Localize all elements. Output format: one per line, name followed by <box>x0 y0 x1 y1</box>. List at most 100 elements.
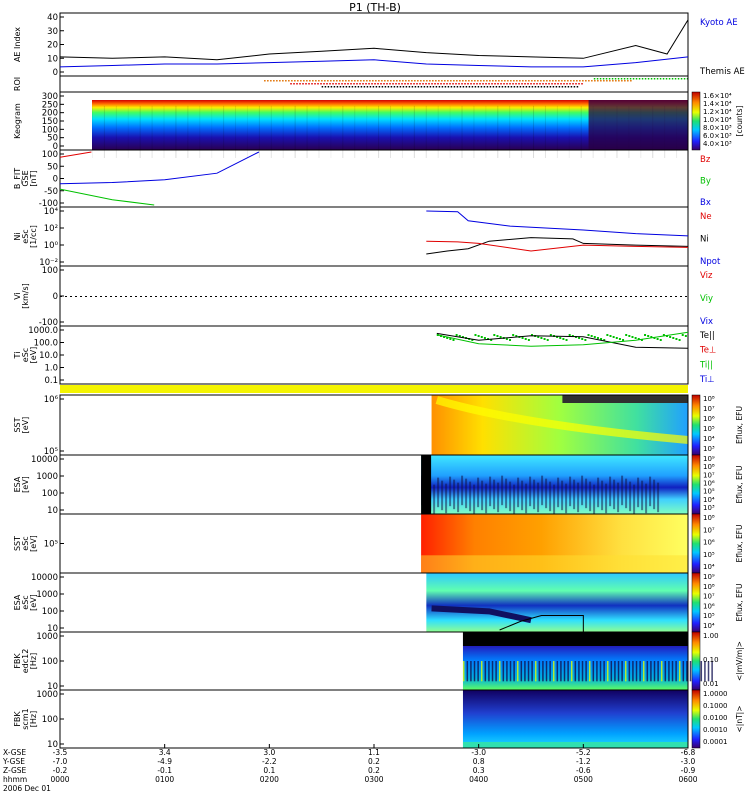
esa1-noise <box>617 482 620 513</box>
y-axis-label: ESA[eV] <box>13 476 30 493</box>
roi-dot <box>405 80 407 82</box>
roi-dot <box>426 86 429 88</box>
vi-zero-dot <box>280 296 282 297</box>
vi-zero-dot <box>415 296 417 297</box>
y-tick-label: -100 <box>39 318 58 328</box>
roi-dot <box>605 78 608 80</box>
y-tick-label: 0 <box>53 175 58 185</box>
vi-zero-dot <box>385 296 387 297</box>
vi-zero-dot <box>435 296 437 297</box>
roi-dot <box>510 80 512 82</box>
vi-zero-dot <box>465 296 467 297</box>
roi-dot <box>384 80 386 82</box>
y-tick-label: 20 <box>47 41 58 51</box>
ti-green-noise <box>493 334 496 336</box>
roi-dot <box>342 86 345 88</box>
esa1-noise <box>497 482 500 513</box>
esa1-noise <box>641 480 644 511</box>
roi-dot <box>348 80 350 82</box>
roi-dot <box>513 86 516 88</box>
keogram-stripe <box>413 105 415 158</box>
series-bx <box>59 151 260 185</box>
esa1-noise <box>433 484 436 515</box>
fbk1-stripe <box>671 661 674 682</box>
roi-dot <box>407 83 409 85</box>
roi-dot <box>360 86 363 88</box>
series-npot <box>426 210 689 237</box>
x-tick-value: 0200 <box>260 775 279 784</box>
esa1-noise <box>537 482 540 513</box>
roi-dot <box>375 80 377 82</box>
roi-dot <box>551 83 553 85</box>
colorbar-label: 1.0000 <box>703 690 728 698</box>
roi-dot <box>650 78 653 80</box>
roi-dot <box>570 80 572 82</box>
vi-zero-dot <box>170 296 172 297</box>
y-tick-label: -50 <box>44 187 58 197</box>
x-tick-value: 0.8 <box>473 757 485 766</box>
ti-green-noise <box>650 336 653 338</box>
esa1-noise <box>485 483 488 514</box>
roi-dot <box>626 78 629 80</box>
roi-dot <box>435 86 438 88</box>
panel-esa1: 10000 1000 100 10 ESA[eV] 10⁹10⁸10⁷10⁶10⁵10⁴1… <box>13 454 744 516</box>
vi-zero-dot <box>235 296 237 297</box>
esa1-noise <box>509 481 512 512</box>
roi-dot <box>576 86 579 88</box>
roi-dot <box>461 83 463 85</box>
roi-dot <box>290 83 292 85</box>
roi-dot <box>462 80 464 82</box>
colorbar-label: 0.0010 <box>703 726 728 734</box>
roi-dot <box>372 86 375 88</box>
y-axis-label-line: Keogram <box>13 103 22 139</box>
colorbar <box>691 454 701 515</box>
ti-green-noise <box>640 339 643 341</box>
roi-dot <box>267 80 269 82</box>
roi-dot <box>390 86 393 88</box>
roi-dot <box>471 80 473 82</box>
keogram-stripe <box>115 105 117 158</box>
ti-green-noise <box>634 337 637 339</box>
roi-dot <box>273 80 275 82</box>
vi-zero-dot <box>455 296 457 297</box>
y-axis-label-line: edc12 <box>21 649 30 674</box>
roi-dot <box>582 80 584 82</box>
roi-dot <box>270 80 272 82</box>
roi-dot <box>450 80 452 82</box>
roi-dot <box>297 80 299 82</box>
vi-zero-dot <box>375 296 377 297</box>
vi-zero-dot <box>175 296 177 297</box>
fbk2-spectrogram <box>462 690 688 748</box>
roi-dot <box>423 80 425 82</box>
esa1-noise <box>521 480 524 511</box>
vi-zero-dot <box>680 296 682 297</box>
x-tick-value: 0.2 <box>368 757 380 766</box>
roi-dot <box>578 83 580 85</box>
y-tick-label: 10⁵ <box>44 447 58 457</box>
keogram-stripe <box>282 105 284 158</box>
roi-dot <box>329 83 331 85</box>
roi-dot <box>474 80 476 82</box>
roi-dot <box>315 80 317 82</box>
roi-dot <box>294 80 296 82</box>
x-tick-value: 0100 <box>155 775 174 784</box>
keogram-stripe <box>354 105 356 158</box>
y-tick-label: 100 <box>42 125 58 135</box>
keogram-stripe <box>223 105 225 158</box>
ti-green-noise <box>446 337 449 339</box>
roi-dot <box>306 80 308 82</box>
x-tick-value: 3.0 <box>263 748 275 757</box>
roi-dot <box>609 80 611 82</box>
y-tick-label: 100 <box>42 489 58 499</box>
colorbar-title: [counts] <box>735 105 744 136</box>
colorbar-label: 0.0001 <box>703 738 728 746</box>
vi-zero-dot <box>335 296 337 297</box>
roi-dot <box>617 78 620 80</box>
roi-dot <box>522 86 525 88</box>
ti-green-noise <box>644 334 647 336</box>
roi-dot <box>402 86 405 88</box>
y-axis-label-line: [eV] <box>21 417 30 434</box>
roi-dot <box>416 83 418 85</box>
roi-dot <box>339 86 342 88</box>
